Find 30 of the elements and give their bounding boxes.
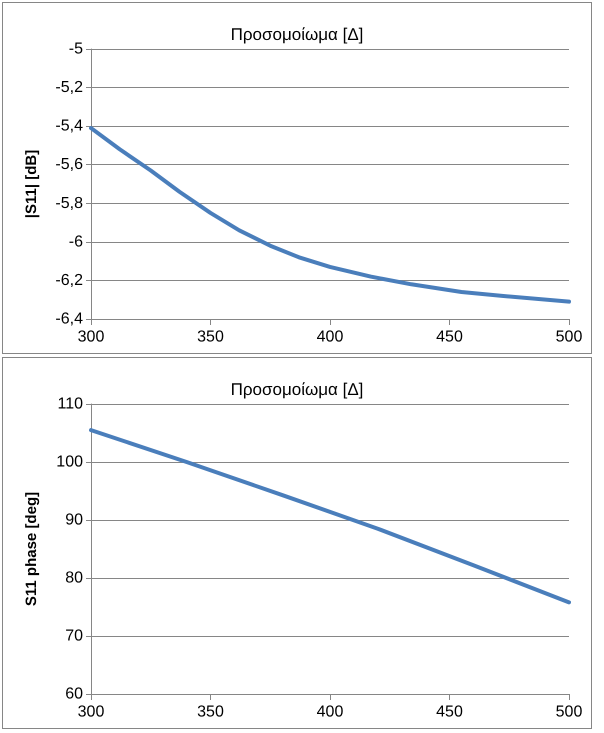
- y-axis-title: |S11| [dB]: [23, 150, 40, 218]
- chart-title: Προσομοίωμα [Δ]: [230, 25, 364, 44]
- y-tick-label: -6: [68, 233, 84, 250]
- y-tick-label: -5: [68, 40, 84, 58]
- y-tick-label: -5,4: [55, 118, 84, 135]
- x-tick-label: 500: [556, 328, 582, 346]
- y-tick-label: 90: [65, 512, 84, 528]
- x-tick-label: 450: [436, 328, 463, 346]
- y-tick-label: 110: [57, 396, 84, 412]
- x-tick-label: 450: [436, 704, 463, 720]
- y-tick-label: -5,6: [55, 156, 84, 174]
- x-tick-label: 300: [78, 328, 104, 346]
- x-tick-label: 500: [556, 704, 582, 720]
- y-tick-label: -6,4: [55, 310, 84, 328]
- x-tick-label: 350: [197, 328, 224, 346]
- line-series: [89, 126, 571, 304]
- x-tick-label: 300: [78, 704, 104, 720]
- chart-title: Προσομοίωμα [Δ]: [230, 380, 364, 399]
- y-tick-label: -5,8: [55, 194, 84, 212]
- y-tick-label: 80: [65, 570, 84, 586]
- y-tick-label: 70: [65, 628, 84, 644]
- y-tick-label: 100: [56, 454, 84, 470]
- line-series: [89, 428, 571, 604]
- y-tick-label: 60: [65, 686, 84, 702]
- x-tick-label: 350: [197, 704, 224, 720]
- y-axis-title: S11 phase [deg]: [23, 492, 40, 606]
- y-tick-label: -5,2: [55, 79, 84, 96]
- y-tick-label: -6,2: [55, 272, 84, 289]
- x-tick-label: 400: [316, 704, 344, 720]
- x-tick-label: 400: [316, 328, 344, 346]
